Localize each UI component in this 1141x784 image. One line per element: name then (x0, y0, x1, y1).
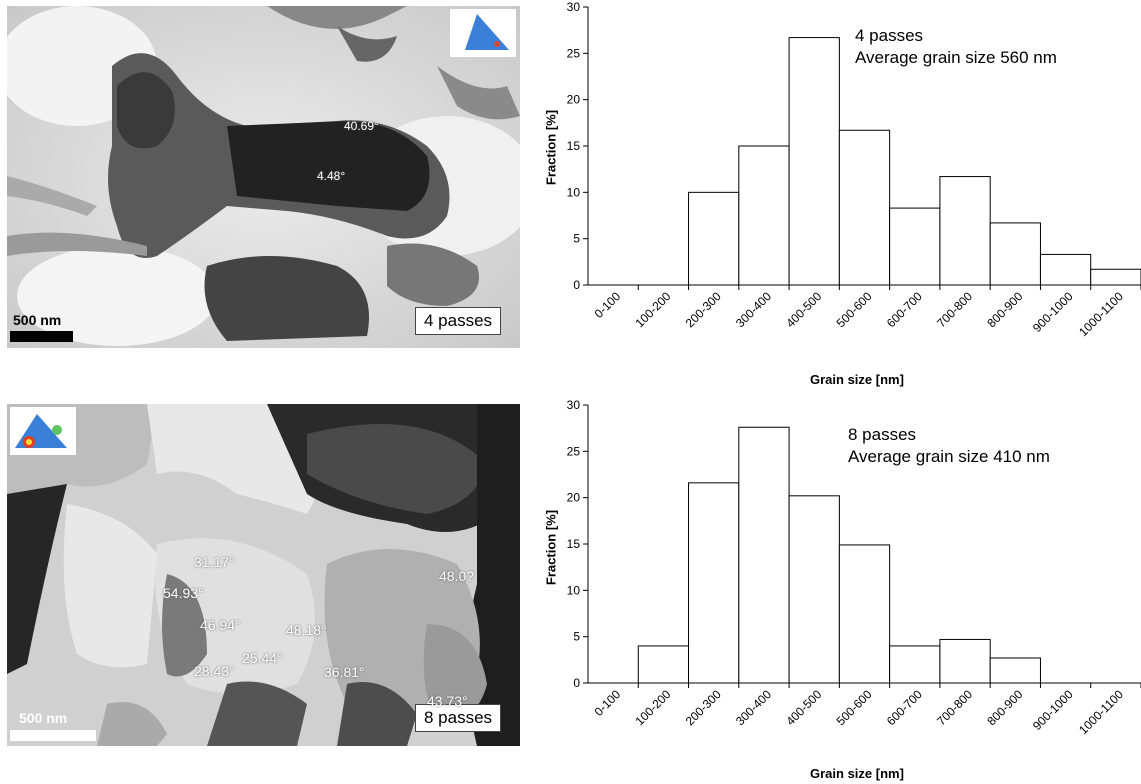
histogram-4-passes: 0 5 10 15 20 25 30 0-100 100-200 200-300 300-400 40… (520, 0, 1141, 392)
y-tick-label: 25 (567, 46, 581, 60)
x-tick-label: 1000-1100 (1076, 289, 1126, 339)
histogram-bar (688, 191, 740, 286)
x-tick-label: 800-900 (984, 687, 1025, 728)
histogram-bar (838, 544, 891, 684)
histogram-bar (788, 495, 840, 684)
x-tick-label: 1000-1100 (1076, 687, 1126, 737)
y-tick-label: 10 (567, 185, 581, 199)
misorientation-angle: 43.73° (427, 693, 468, 709)
histogram-plot: 0 5 10 15 20 25 30 0-100 100-200 200-300 300-400 40… (567, 398, 1141, 737)
y-tick-label: 5 (573, 630, 580, 644)
histogram-bar (1090, 268, 1141, 286)
y-tick-label: 25 (567, 444, 581, 458)
misorientation-angle: 40.69° (344, 119, 379, 133)
x-tick-label: 200-300 (683, 687, 724, 728)
misorientation-angle: 46.94° (200, 617, 241, 633)
y-tick-label: 20 (567, 491, 581, 505)
x-axis-title: Grain size [nm] (810, 766, 904, 781)
y-tick-label: 0 (573, 278, 580, 292)
histogram-bar (738, 426, 790, 684)
histogram-bar (637, 645, 690, 684)
image-label: 8 passes (415, 704, 502, 732)
histogram-bar (989, 222, 1041, 286)
annotation-average-grain-size: Average grain size 410 nm (848, 447, 1050, 466)
misorientation-angle: 48.0? (439, 568, 475, 584)
histogram-bar (838, 129, 891, 286)
micrograph-image (7, 404, 520, 746)
x-axis-title: Grain size [nm] (810, 372, 904, 387)
histogram-8-passes: 0 5 10 15 20 25 30 0-100 100-200 200-300 300-400 40… (520, 398, 1141, 784)
x-tick-label: 0-100 (592, 687, 624, 719)
misorientation-angle: 31.17° (194, 554, 235, 570)
scale-bar-label: 500 nm (19, 710, 68, 726)
histogram-bar (939, 176, 991, 286)
annotation-average-grain-size: Average grain size 560 nm (855, 48, 1057, 67)
histogram-bar (738, 145, 790, 286)
y-axis-title: Fraction [%] (543, 109, 559, 186)
y-tick-label: 30 (567, 0, 581, 14)
misorientation-angle: 28.43° (194, 663, 235, 679)
y-tick-label: 0 (573, 676, 580, 690)
y-tick-label: 30 (567, 398, 581, 412)
x-tick-label: 600-700 (884, 289, 925, 330)
y-tick-label: 5 (573, 232, 580, 246)
y-tick-label: 15 (567, 139, 581, 153)
annotation-passes: 4 passes (855, 26, 924, 45)
tem-micrograph-4-passes: 500 nm 4 passes 40.69° 4.48° (7, 6, 520, 348)
tem-micrograph-8-passes: 500 nm 8 passes 31.17° 54.93° 46.94° 48.… (7, 404, 520, 746)
histogram-plot: 0 5 10 15 20 25 30 0-100 100-200 200-300 300-400 40… (567, 0, 1141, 339)
y-tick-label: 10 (567, 583, 581, 597)
y-axis-title: Fraction [%] (543, 509, 559, 586)
x-tick-label: 300-400 (733, 687, 774, 728)
x-tick-label: 400-500 (783, 687, 824, 728)
x-tick-label: 300-400 (733, 289, 774, 330)
misorientation-angle: 4.48° (317, 169, 346, 183)
x-tick-label: 700-800 (934, 687, 975, 728)
histogram-bar (939, 638, 991, 684)
x-tick-label: 900-1000 (1030, 289, 1076, 335)
x-tick-label: 700-800 (934, 289, 975, 330)
histogram-bar (889, 645, 941, 684)
y-tick-label: 20 (567, 93, 581, 107)
x-tick-label: 100-200 (632, 687, 673, 728)
micrograph-image (7, 6, 520, 348)
x-tick-label: 400-500 (783, 289, 824, 330)
histogram-bar (1039, 253, 1092, 286)
histogram-bar (688, 482, 740, 684)
x-tick-label: 500-600 (834, 289, 875, 330)
misorientation-angle: 48.18° (286, 622, 327, 638)
x-tick-label: 100-200 (632, 289, 673, 330)
y-tick-label: 15 (567, 537, 581, 551)
x-tick-label: 600-700 (884, 687, 925, 728)
misorientation-angle: 25.44° (242, 650, 283, 666)
x-tick-label: 900-1000 (1030, 687, 1076, 733)
histogram-bar (889, 207, 941, 286)
misorientation-angle: 36.81° (324, 664, 365, 680)
histogram-bar (788, 37, 840, 286)
misorientation-angle: 54.93° (163, 585, 204, 601)
histogram-bar (989, 657, 1041, 684)
image-label: 4 passes (415, 307, 502, 335)
x-tick-label: 800-900 (984, 289, 1025, 330)
x-tick-label: 200-300 (683, 289, 724, 330)
scale-bar-label: 500 nm (13, 312, 62, 328)
x-tick-label: 0-100 (592, 289, 624, 321)
x-tick-label: 500-600 (834, 687, 875, 728)
annotation-passes: 8 passes (848, 425, 917, 444)
